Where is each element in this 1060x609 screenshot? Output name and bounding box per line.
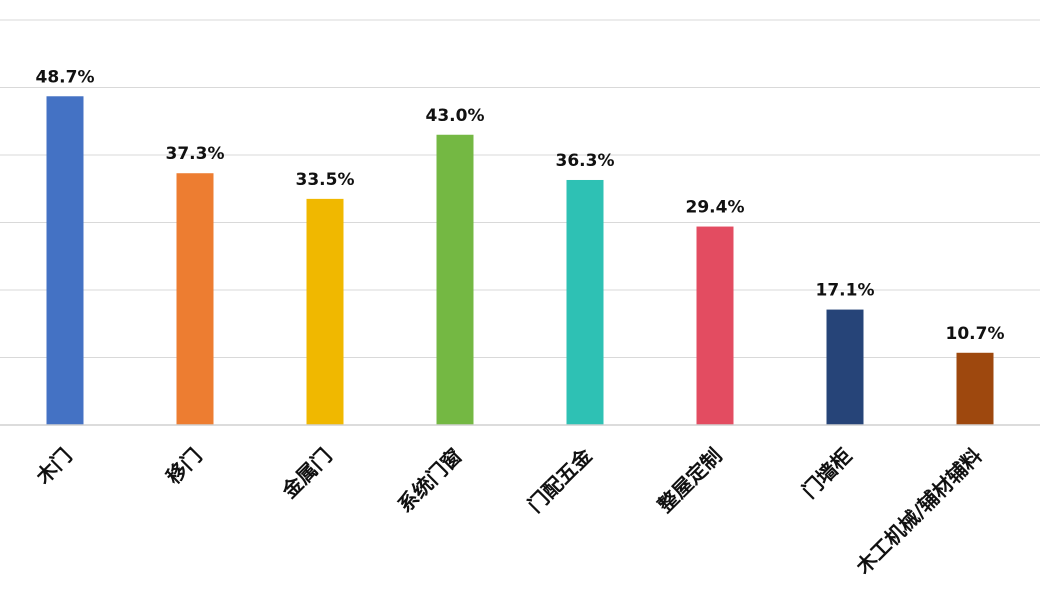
x-tick-label: 系统门窗 [393, 444, 467, 518]
data-label: 17.1% [816, 281, 875, 301]
data-label: 48.7% [36, 67, 95, 87]
data-label: 43.0% [426, 106, 485, 126]
gridlines [0, 19, 1040, 358]
data-label: 37.3% [166, 144, 225, 164]
x-tick-label: 整屋定制 [652, 444, 726, 518]
x-tick-label: 木工机械/辅材辅料 [851, 444, 987, 580]
bars [46, 96, 994, 426]
data-label: 29.4% [686, 198, 745, 218]
bar [306, 198, 344, 425]
bar [956, 352, 994, 425]
x-tick-label: 金属门 [276, 444, 336, 504]
data-label: 36.3% [556, 151, 615, 171]
bar [696, 226, 734, 425]
data-label: 10.7% [946, 324, 1005, 344]
data-labels: 48.7% 37.3% 33.5% 43.0% 36.3% 29.4% 17.1% 10.7% [36, 67, 1005, 344]
x-tick-label: 移门 [161, 444, 206, 489]
bar [46, 96, 84, 426]
bar [176, 173, 214, 425]
data-label: 33.5% [296, 170, 355, 190]
bar [826, 309, 864, 425]
x-tick-label: 木门 [31, 444, 77, 490]
bar [436, 134, 474, 425]
x-tick-label: 门配五金 [523, 443, 597, 517]
bar [566, 179, 604, 425]
x-tick-label: 门墙柜 [797, 444, 856, 503]
